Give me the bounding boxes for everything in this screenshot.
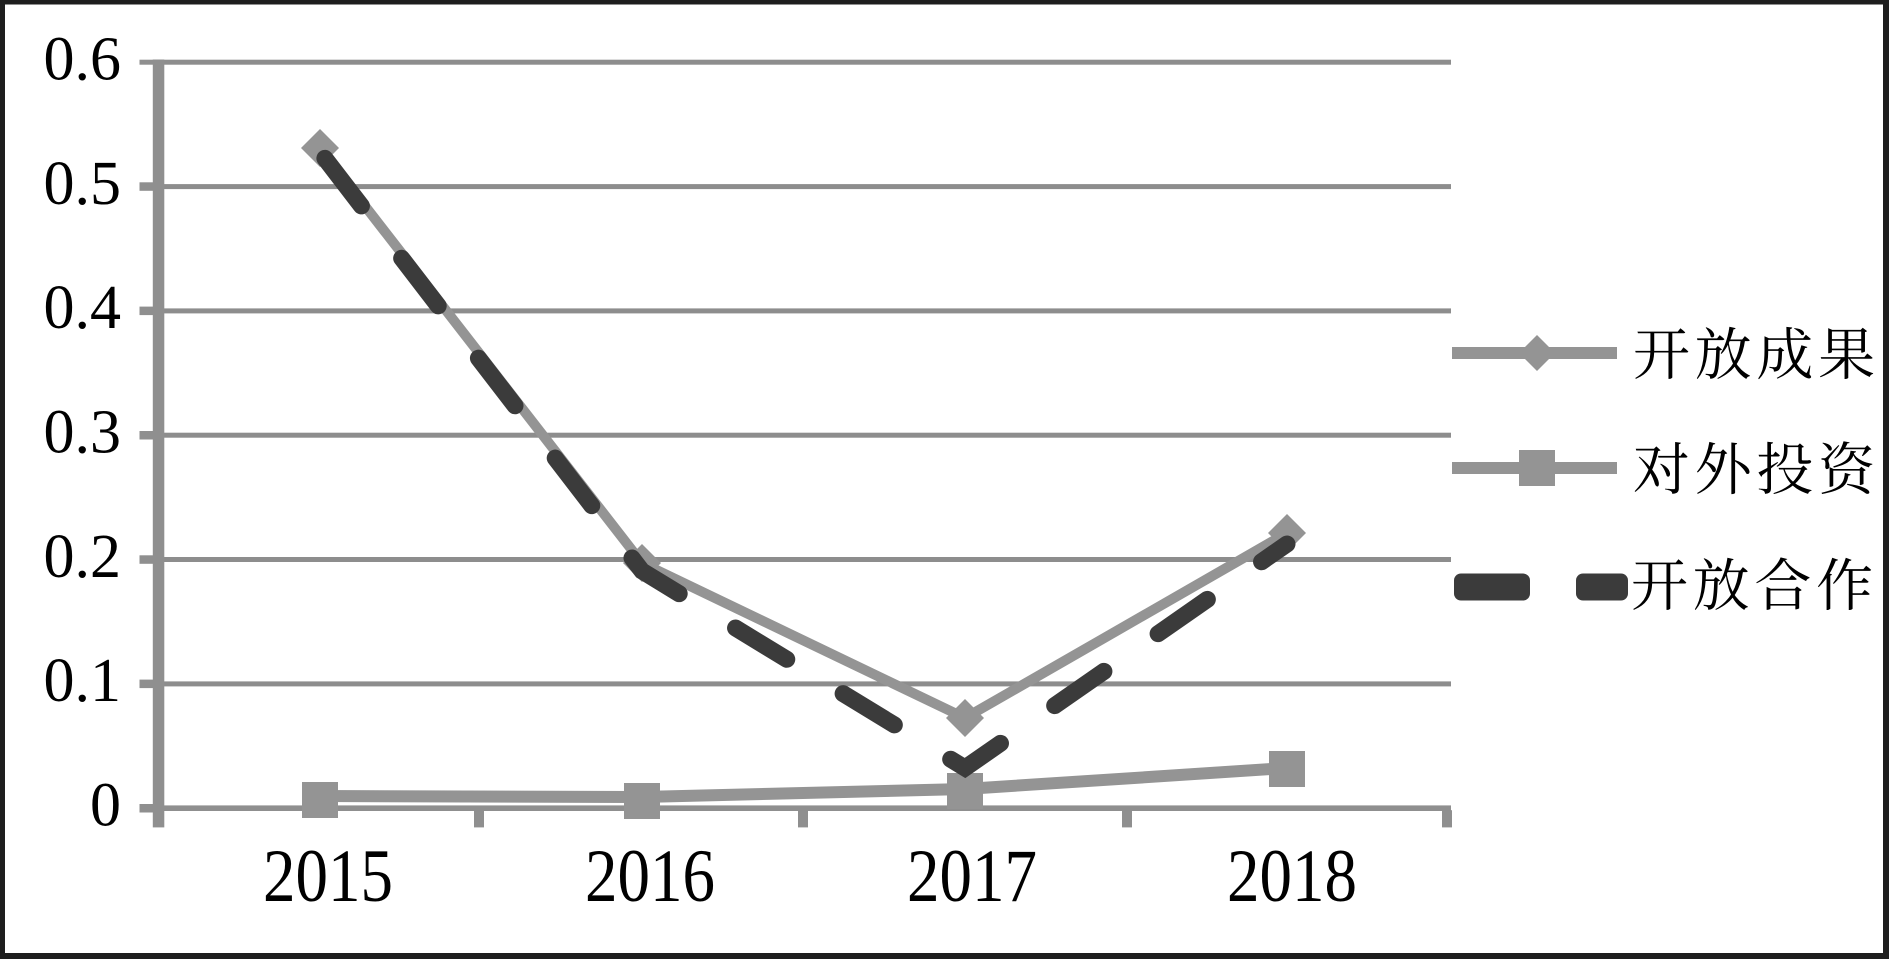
svg-text:0.6: 0.6 <box>44 26 122 94</box>
svg-text:0.5: 0.5 <box>44 150 122 218</box>
svg-text:0: 0 <box>90 772 121 840</box>
svg-text:0.4: 0.4 <box>44 274 122 342</box>
svg-text:2015: 2015 <box>263 835 393 918</box>
svg-text:2016: 2016 <box>585 835 715 918</box>
svg-text:0.2: 0.2 <box>44 523 122 591</box>
svg-text:2018: 2018 <box>1227 835 1357 918</box>
svg-text:0.3: 0.3 <box>44 399 122 467</box>
svg-text:2017: 2017 <box>907 835 1037 918</box>
svg-text:0.1: 0.1 <box>44 647 122 715</box>
